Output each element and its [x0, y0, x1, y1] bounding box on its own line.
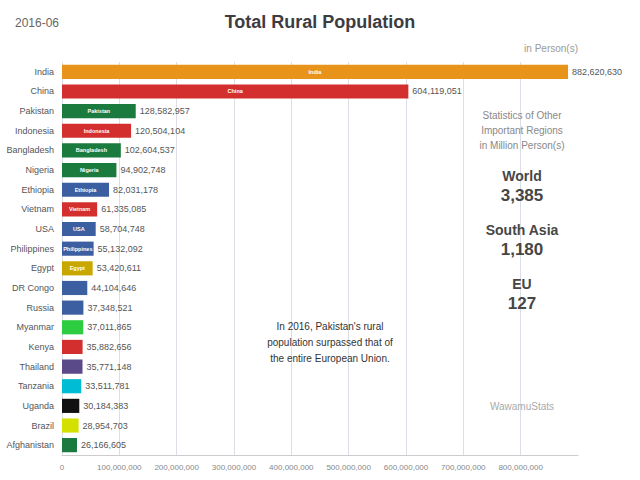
svg-text:Tanzania: Tanzania — [18, 381, 54, 391]
svg-text:Philippines: Philippines — [63, 246, 92, 252]
svg-text:882,620,630: 882,620,630 — [572, 67, 622, 77]
svg-text:2016-06: 2016-06 — [15, 16, 59, 30]
svg-text:Indonesia: Indonesia — [84, 128, 111, 134]
svg-text:127: 127 — [508, 294, 536, 313]
svg-text:China: China — [228, 88, 244, 94]
svg-text:Myanmar: Myanmar — [16, 322, 54, 332]
svg-text:128,582,957: 128,582,957 — [140, 106, 190, 116]
svg-text:Ethiopia: Ethiopia — [75, 187, 98, 193]
svg-text:44,104,646: 44,104,646 — [91, 283, 136, 293]
svg-text:35,882,656: 35,882,656 — [87, 342, 132, 352]
svg-text:Afghanistan: Afghanistan — [6, 440, 54, 450]
svg-text:102,604,537: 102,604,537 — [125, 145, 175, 155]
svg-text:604,119,051: 604,119,051 — [412, 86, 461, 96]
svg-text:USA: USA — [73, 226, 85, 232]
svg-text:Vietnam: Vietnam — [69, 206, 90, 212]
svg-text:Egypt: Egypt — [70, 265, 85, 271]
svg-text:the entire European Union.: the entire European Union. — [270, 353, 390, 364]
svg-text:In 2016, Pakistan's rural: In 2016, Pakistan's rural — [277, 321, 384, 332]
svg-text:300,000,000: 300,000,000 — [212, 463, 257, 472]
svg-text:Bangladesh: Bangladesh — [6, 145, 54, 155]
svg-text:EU: EU — [512, 276, 531, 292]
svg-text:Statistics of Other: Statistics of Other — [483, 110, 563, 121]
svg-text:in Million Person(s): in Million Person(s) — [479, 140, 564, 151]
svg-text:India: India — [34, 67, 54, 77]
svg-text:58,704,748: 58,704,748 — [100, 224, 145, 234]
svg-text:3,385: 3,385 — [501, 186, 544, 205]
svg-text:82,031,178: 82,031,178 — [113, 185, 158, 195]
svg-text:53,420,611: 53,420,611 — [97, 263, 141, 273]
svg-text:400,000,000: 400,000,000 — [269, 463, 314, 472]
svg-text:Kenya: Kenya — [28, 342, 54, 352]
svg-text:Vietnam: Vietnam — [21, 204, 54, 214]
svg-text:55,132,092: 55,132,092 — [98, 244, 143, 254]
svg-text:WawamuStats: WawamuStats — [490, 401, 554, 412]
svg-text:100,000,000: 100,000,000 — [97, 463, 142, 472]
svg-text:in Person(s): in Person(s) — [524, 43, 578, 54]
svg-text:26,166,605: 26,166,605 — [81, 440, 126, 450]
svg-text:population surpassed that of: population surpassed that of — [267, 337, 393, 348]
svg-text:Nigeria: Nigeria — [25, 165, 54, 175]
svg-text:200,000,000: 200,000,000 — [154, 463, 199, 472]
svg-text:Bangladesh: Bangladesh — [76, 147, 108, 153]
svg-text:28,954,703: 28,954,703 — [83, 421, 128, 431]
svg-text:600,000,000: 600,000,000 — [384, 463, 429, 472]
svg-text:30,184,383: 30,184,383 — [83, 401, 128, 411]
svg-text:33,511,781: 33,511,781 — [85, 381, 129, 391]
svg-text:120,504,104: 120,504,104 — [135, 126, 185, 136]
svg-text:World: World — [502, 168, 541, 184]
svg-text:94,902,748: 94,902,748 — [120, 165, 165, 175]
svg-text:37,348,521: 37,348,521 — [87, 303, 132, 313]
svg-text:500,000,000: 500,000,000 — [326, 463, 371, 472]
svg-text:1,180: 1,180 — [501, 240, 544, 259]
svg-text:Uganda: Uganda — [22, 401, 54, 411]
svg-text:0: 0 — [60, 463, 65, 472]
svg-text:61,335,085: 61,335,085 — [101, 204, 146, 214]
svg-text:Indonesia: Indonesia — [15, 126, 54, 136]
svg-text:China: China — [30, 86, 54, 96]
svg-text:Total Rural Population: Total Rural Population — [225, 12, 416, 32]
svg-text:700,000,000: 700,000,000 — [441, 463, 486, 472]
svg-text:Philippines: Philippines — [10, 244, 54, 254]
svg-text:Thailand: Thailand — [19, 362, 54, 372]
svg-text:35,771,148: 35,771,148 — [87, 362, 132, 372]
svg-text:India: India — [309, 69, 323, 75]
svg-text:DR Congo: DR Congo — [12, 283, 54, 293]
svg-text:Russia: Russia — [26, 303, 54, 313]
svg-text:800,000,000: 800,000,000 — [498, 463, 543, 472]
svg-text:Pakistan: Pakistan — [88, 108, 111, 114]
svg-text:Pakistan: Pakistan — [19, 106, 54, 116]
svg-text:USA: USA — [35, 224, 54, 234]
svg-text:South Asia: South Asia — [486, 222, 559, 238]
svg-text:Brazil: Brazil — [31, 421, 54, 431]
svg-text:Important Regions: Important Regions — [481, 125, 563, 136]
svg-text:Nigeria: Nigeria — [80, 167, 100, 173]
svg-text:Ethiopia: Ethiopia — [21, 185, 54, 195]
svg-text:37,011,865: 37,011,865 — [87, 322, 131, 332]
svg-text:Egypt: Egypt — [31, 263, 55, 273]
